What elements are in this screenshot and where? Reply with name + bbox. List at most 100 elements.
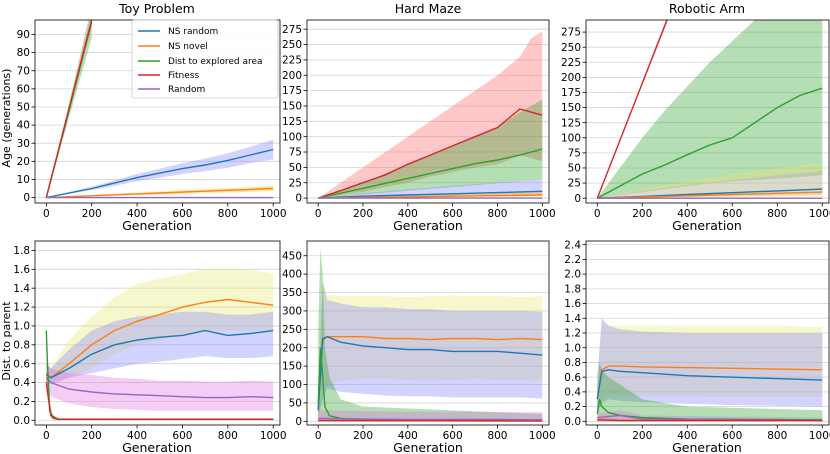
y-tick-label: 0.4 (13, 377, 30, 389)
legend-label: Fitness (168, 71, 199, 81)
x-tick-label: 400 (127, 208, 147, 220)
x-tick-label: 200 (353, 208, 373, 220)
y-tick-label: 400 (282, 269, 302, 281)
y-tick-label: 450 (282, 250, 302, 262)
y-tick-label: 0.8 (13, 339, 30, 351)
x-tick-label: 1000 (260, 208, 287, 220)
y-tick-label: 175 (282, 85, 302, 97)
x-tick-label: 800 (767, 430, 787, 442)
axes-frame (585, 19, 830, 204)
band-fitness (318, 31, 543, 199)
panel-4: 0 50 100 150 200 250 300 350 400 450 0 200 400 600 800… (282, 240, 556, 442)
legend-label: NS novel (168, 42, 208, 52)
plot-area (307, 20, 549, 203)
y-tick-label: 150 (561, 102, 581, 114)
x-tick-label: 0 (594, 208, 601, 220)
panel-5: 0.0 0.2 0.4 0.6 0.8 1.0 1.2 1.4 1.6 1.8 2.0 2.2 2.4 0… (564, 239, 830, 442)
y-tick-label: 20 (17, 156, 30, 168)
legend-item-ns-random: NS random (138, 27, 218, 37)
series-ns-random (596, 369, 823, 400)
series-ns-novel (596, 365, 823, 400)
legend-box (131, 19, 279, 99)
band-random (46, 363, 274, 411)
panel-3: 0.0 0.2 0.4 0.6 0.8 1.0 1.2 1.4 1.6 1.8 0 200 400 600… (13, 240, 287, 442)
y-tick-label: 25 (568, 178, 581, 190)
legend-item-ns-novel: NS novel (138, 42, 208, 52)
y-tick-label: 300 (282, 306, 302, 318)
x-tick-label: 800 (767, 208, 787, 220)
y-tick-label: 100 (561, 132, 581, 144)
band-ns-novel (46, 269, 274, 383)
legend: NS random NS novel Dist to explored area… (131, 19, 279, 99)
x-tick-label: 1000 (529, 430, 556, 442)
x-tick-label: 600 (172, 208, 192, 220)
x-tick-label: 1000 (529, 208, 556, 220)
xlabel-5: Generation (672, 440, 742, 454)
x-tick-label: 600 (443, 430, 463, 442)
x-tick-label: 1000 (809, 208, 830, 220)
legend-item-dist-to-explored-area: Dist to explored area (138, 57, 263, 67)
x-tick-label: 600 (722, 208, 742, 220)
y-tick-label: 150 (282, 361, 302, 373)
plot-area (586, 20, 829, 203)
y-tick-label: 0.8 (564, 357, 581, 369)
y-tick-label: 1.0 (564, 342, 581, 354)
x-tick-label: 0 (43, 208, 50, 220)
y-tick-label: 0 (23, 192, 30, 204)
y-tick-label: 90 (17, 29, 30, 41)
series-fitness (597, 419, 823, 422)
legend-label: NS random (168, 27, 218, 37)
y-tick-label: 10 (17, 174, 30, 186)
y-tick-label: 100 (282, 131, 302, 143)
xlabel-2: Generation (672, 218, 742, 233)
y-tick-label: 200 (282, 70, 302, 82)
y-tick-label: 0.2 (564, 401, 581, 413)
series-ns-novel (45, 298, 274, 379)
x-tick-label: 1000 (260, 430, 287, 442)
y-tick-label: 200 (561, 72, 581, 84)
title-robotic-arm: Robotic Arm (669, 1, 745, 16)
y-tick-label: 1.4 (13, 283, 30, 295)
y-tick-label: 125 (561, 117, 581, 129)
y-tick-label: 50 (568, 163, 581, 175)
y-tick-label: 50 (289, 398, 302, 410)
y-tick-label: 1.2 (564, 328, 581, 340)
x-tick-label: 200 (82, 208, 102, 220)
ylabel-age: Age (generations) (0, 69, 13, 168)
xlabel-3: Generation (122, 440, 192, 454)
band-dist-to-explored-area (597, 362, 823, 422)
x-tick-label: 600 (172, 430, 192, 442)
x-tick-label: 600 (443, 208, 463, 220)
y-tick-label: 1.0 (13, 321, 30, 333)
y-tick-label: 1.6 (13, 264, 30, 276)
y-tick-label: 100 (282, 379, 302, 391)
y-tick-label: 350 (282, 287, 302, 299)
series-ns-random (46, 148, 274, 199)
y-tick-label: 200 (282, 342, 302, 354)
y-tick-label: 0 (295, 193, 302, 205)
band-ns-novel (597, 163, 823, 199)
x-tick-label: 400 (677, 208, 697, 220)
x-tick-label: 800 (218, 430, 238, 442)
series-dist-to-explored-area (596, 87, 823, 199)
y-tick-label: 0.0 (13, 415, 30, 427)
y-tick-label: 25 (289, 177, 302, 189)
x-tick-label: 400 (127, 430, 147, 442)
x-tick-label: 800 (487, 430, 507, 442)
series-ns-random (45, 329, 274, 379)
y-tick-label: 225 (561, 57, 581, 69)
y-tick-label: 70 (17, 65, 30, 77)
panel-1: 0 25 50 75 100 125 150 175 200 225 250 275 0 200 400 60… (282, 19, 556, 220)
x-tick-label: 0 (43, 430, 50, 442)
band-dist-to-explored-area (318, 248, 543, 422)
legend-label: Dist to explored area (168, 57, 263, 67)
y-tick-label: 125 (282, 116, 302, 128)
xlabel-0: Generation (122, 218, 192, 233)
title-toy-problem: Toy Problem (118, 1, 195, 16)
legend-label: Random (168, 85, 205, 95)
y-tick-label: 60 (17, 83, 30, 95)
axes-frame (306, 19, 550, 204)
series-dist-to-explored-area (318, 148, 543, 199)
